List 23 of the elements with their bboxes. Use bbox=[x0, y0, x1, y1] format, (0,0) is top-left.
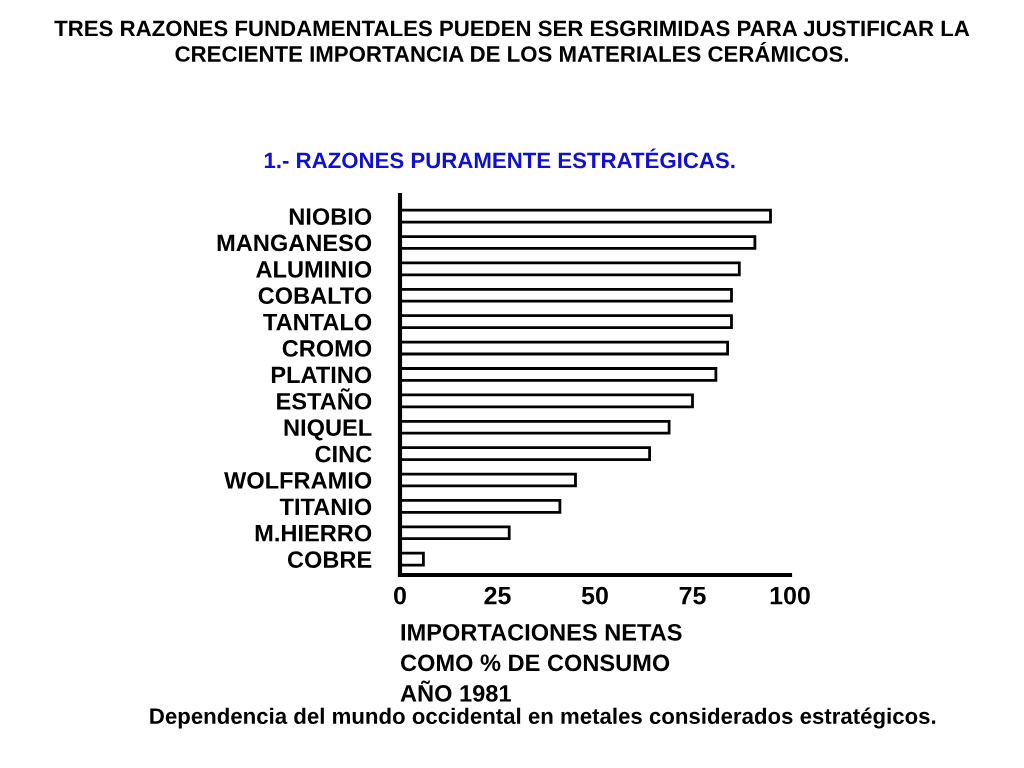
y-tick-label: WOLFRAMIO bbox=[224, 472, 372, 489]
y-tick-label: NIOBIO bbox=[289, 208, 372, 225]
y-tick-label: NIQUEL bbox=[284, 419, 372, 441]
y-tick-label: COBRE bbox=[287, 551, 372, 568]
x-tick-label: 100 bbox=[770, 586, 810, 605]
x-tick-label: 0 bbox=[394, 586, 406, 605]
y-tick-label: TANTALO bbox=[263, 313, 372, 331]
x-tick-label: 75 bbox=[679, 587, 706, 605]
y-tick-label: CROMO bbox=[282, 340, 372, 357]
x-tick-label: 50 bbox=[581, 586, 608, 605]
x-tick-label: 25 bbox=[484, 586, 511, 605]
x-axis-title: IMPORTACIONES NETAS COMO % DE CONSUMO AÑO 1981 bbox=[400, 623, 682, 702]
y-tick-label: TITANIO bbox=[279, 498, 372, 516]
y-tick-label: MANGANESO bbox=[217, 234, 372, 252]
y-tick-label: PLATINO bbox=[271, 366, 372, 384]
y-tick-label: M.HIERRO bbox=[255, 524, 372, 542]
chart-title: TRES RAZONES FUNDAMENTALES PUEDEN SER ESGRIMIDAS PARA JUSTIFICAR LA CRECIENTE IMPORTANCIA DE LOS MATERIALES CERÁMICOS. bbox=[54, 20, 970, 62]
text: Dependencia del mundo occidental en metales considerados estratégicos. bbox=[150, 707, 936, 729]
y-tick-label: COBALTO bbox=[258, 287, 372, 305]
chart-subtitle: 1.- RAZONES PURAMENTE ESTRATÉGICAS. bbox=[264, 148, 735, 169]
y-tick-label: ESTAÑO bbox=[277, 388, 372, 410]
y-tick-label: ALUMINIO bbox=[256, 260, 372, 278]
y-tick-label: CINC bbox=[315, 445, 372, 463]
